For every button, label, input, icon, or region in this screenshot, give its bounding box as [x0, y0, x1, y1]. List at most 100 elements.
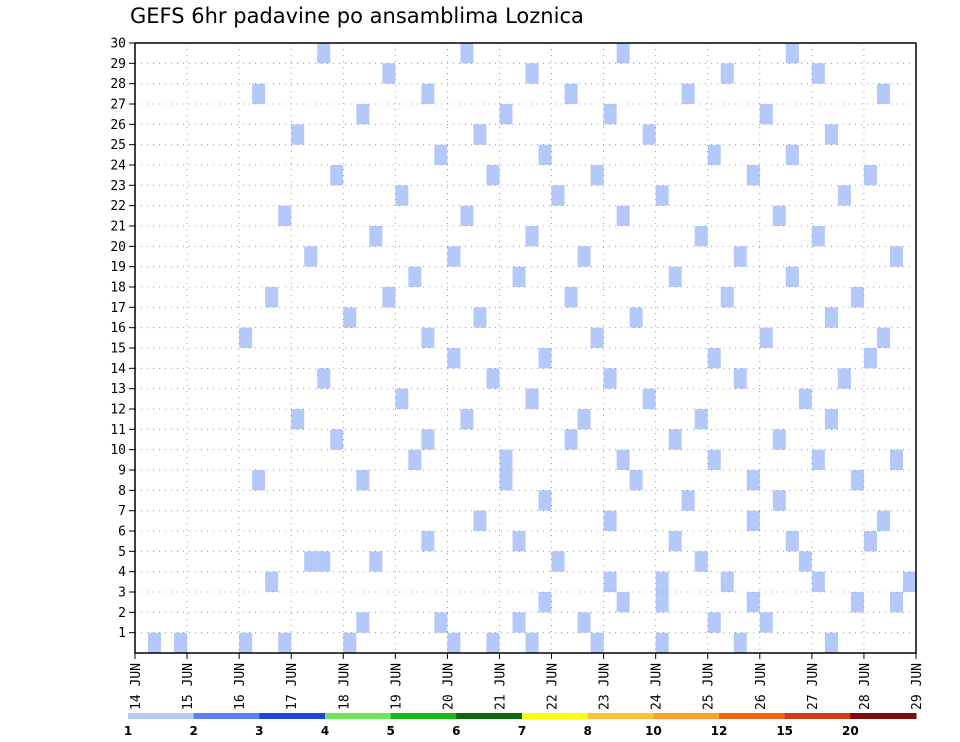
heatmap-cell [824, 409, 838, 430]
heatmap-cell [538, 144, 552, 165]
heatmap-cell [811, 449, 825, 470]
heatmap-cell [746, 165, 760, 186]
legend-label: 5 [386, 724, 394, 738]
heatmap-cell [330, 165, 344, 186]
heatmap-cell [616, 592, 630, 613]
heatmap-cell [304, 246, 318, 267]
legend-swatch [719, 713, 786, 719]
heatmap-cell [252, 83, 266, 104]
y-tick-label: 11 [110, 423, 126, 438]
heatmap-cell [317, 43, 331, 64]
y-tick-label: 20 [110, 240, 126, 255]
heatmap-cell [642, 388, 656, 409]
heatmap-cell [720, 63, 734, 84]
y-tick-label: 1 [118, 626, 126, 641]
heatmap-cell [824, 124, 838, 145]
heatmap-cell [499, 104, 513, 125]
heatmap-cell [538, 490, 552, 511]
heatmap-cell [746, 592, 760, 613]
legend-swatch [587, 713, 654, 719]
x-tick-label: 24 JUN [650, 663, 665, 710]
heatmap-cell [278, 205, 292, 226]
y-tick-label: 29 [110, 57, 126, 72]
heatmap-cell [577, 246, 591, 267]
heatmap-cell [551, 185, 565, 206]
heatmap-cell [785, 266, 799, 287]
heatmap-cell [616, 449, 630, 470]
heatmap-cell [772, 205, 786, 226]
heatmap-cell [876, 83, 890, 104]
legend-label: 3 [255, 724, 263, 738]
x-tick-label: 14 JUN [129, 663, 144, 710]
x-tick-label: 16 JUN [233, 663, 248, 710]
heatmap-cell [603, 368, 617, 389]
heatmap-cell [434, 612, 448, 633]
heatmap-cell [655, 632, 669, 653]
heatmap-cell [707, 348, 721, 369]
y-tick-label: 30 [110, 37, 126, 52]
heatmap-cell [590, 165, 604, 186]
heatmap-cell [174, 632, 188, 653]
legend-label: 15 [776, 724, 793, 738]
heatmap-cell [681, 83, 695, 104]
x-tick-label: 17 JUN [285, 663, 300, 710]
legend-swatch [259, 713, 326, 719]
heatmap-cell [577, 409, 591, 430]
heatmap-cell [265, 287, 279, 308]
heatmap-cell [824, 632, 838, 653]
heatmap-cell [720, 571, 734, 592]
heatmap-cell [499, 470, 513, 491]
heatmap-cell [824, 307, 838, 328]
legend: 1 2 3 4 5 6 7 8 10 12 15 20 [124, 713, 917, 738]
heatmap-cell [512, 531, 526, 552]
y-tick-label: 10 [110, 443, 126, 458]
y-tick-label: 18 [110, 281, 126, 296]
y-tick-label: 24 [110, 159, 126, 174]
x-tick-label: 23 JUN [598, 663, 613, 710]
heatmap-cell [655, 571, 669, 592]
y-tick-label: 14 [110, 362, 126, 377]
heatmap-cell [486, 632, 500, 653]
chart-title: GEFS 6hr padavine po ansamblima Loznica [130, 4, 584, 28]
heatmap-cell [863, 531, 877, 552]
heatmap-cell [486, 368, 500, 389]
heatmap-cell [655, 592, 669, 613]
heatmap-cell [304, 551, 318, 572]
heatmap-cell [694, 551, 708, 572]
y-tick-label: 21 [110, 220, 126, 235]
heatmap-cell [707, 612, 721, 633]
x-tick-label: 28 JUN [858, 663, 873, 710]
heatmap-cell [421, 429, 435, 450]
heatmap-cell [252, 470, 266, 491]
heatmap-cell [525, 63, 539, 84]
legend-label: 1 [124, 724, 132, 738]
heatmap-cell [343, 632, 357, 653]
y-tick-label: 6 [118, 525, 126, 540]
heatmap-cell [746, 510, 760, 531]
heatmap-cell [772, 429, 786, 450]
heatmap-cell [265, 571, 279, 592]
y-tick-label: 23 [110, 179, 126, 194]
heatmap-cell [343, 307, 357, 328]
heatmap-cell [369, 551, 383, 572]
heatmap-cell [733, 246, 747, 267]
legend-swatch [850, 713, 917, 719]
heatmap-cell [837, 185, 851, 206]
heatmap-cell [655, 185, 669, 206]
heatmap-cell [460, 43, 474, 64]
legend-swatch [193, 713, 260, 719]
heatmap-cell [551, 551, 565, 572]
heatmap-cell [239, 327, 253, 348]
heatmap-cell [876, 510, 890, 531]
y-tick-label: 27 [110, 98, 126, 113]
y-tick-label: 19 [110, 260, 126, 275]
heatmap-cell [473, 510, 487, 531]
heatmap-cell [798, 388, 812, 409]
legend-label: 10 [645, 724, 662, 738]
heatmap-cell [369, 226, 383, 247]
heatmap-cell [889, 449, 903, 470]
legend-swatch [390, 713, 457, 719]
heatmap-cell [447, 632, 461, 653]
heatmap-cell [681, 490, 695, 511]
heatmap-cell [811, 63, 825, 84]
